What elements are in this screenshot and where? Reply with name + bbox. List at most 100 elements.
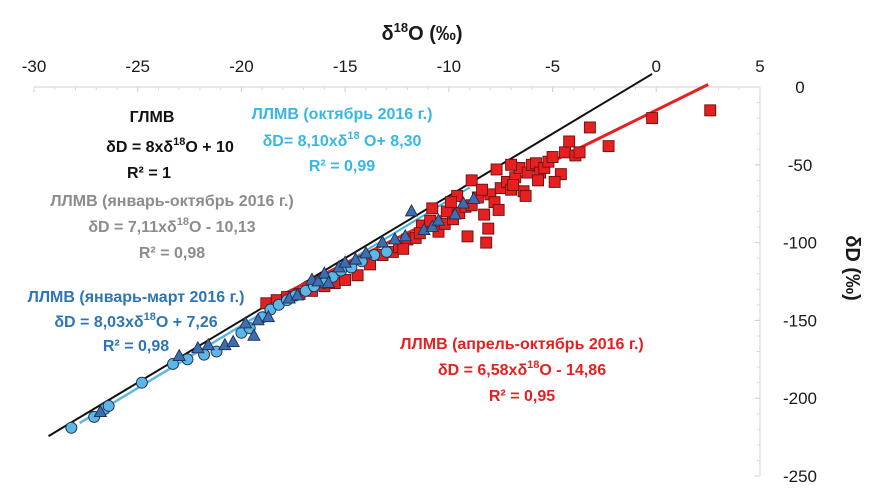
data-point-triangle [466, 191, 481, 204]
data-point-square [554, 168, 567, 181]
jan-oct-title: ЛЛМВ (январь-октябрь 2016 г.) [50, 193, 293, 210]
x-title-sup: 18 [394, 20, 408, 35]
data-point-square [573, 146, 586, 159]
y-tick-label: -200 [783, 389, 817, 408]
data-point-triangle [359, 245, 373, 259]
jan-oct-eq-sup: 18 [177, 216, 189, 228]
data-point-circle [102, 400, 115, 412]
data-point-square [563, 135, 576, 148]
data-point-triangle [251, 312, 265, 326]
annotation-apr-oct: ЛЛМВ (апрель-октябрь 2016 г.) δD = 6,58x… [400, 336, 643, 405]
data-point-square [465, 174, 478, 187]
data-point-circle [380, 245, 393, 258]
data-point-circle [65, 421, 78, 434]
x-tick-label: -20 [229, 57, 254, 76]
data-point-square [444, 196, 457, 209]
jan-mar-r2: R² = 0,98 [103, 338, 169, 355]
data-point-square [492, 203, 505, 216]
annotation-oct: ЛЛМВ (октябрь 2016 г.) δD= 8,10xδ18 O+ 8… [252, 106, 433, 175]
data-point-square [482, 222, 495, 235]
data-point-square [646, 112, 659, 125]
data-point-triangle [404, 203, 419, 217]
data-point-square [704, 104, 717, 117]
gmwl-equation: δD = 8xδ18O + 10 [106, 136, 234, 156]
data-point-triangle [226, 334, 240, 348]
data-point-triangle [172, 348, 186, 362]
data-point-circle [135, 376, 148, 389]
data-point-square [532, 174, 545, 187]
data-point-triangle [317, 266, 332, 279]
jan-oct-eq-b: O - 10,13 [189, 219, 256, 236]
data-point-triangle [456, 196, 471, 209]
data-point-triangle [238, 315, 253, 329]
jan-mar-equation: δD = 8,03xδ18O + 7,26 [54, 311, 217, 331]
data-point-square [478, 208, 491, 221]
apr-oct-equation: δD = 6,58xδ18O - 14,86 [438, 359, 606, 379]
data-point-triangle [375, 235, 390, 248]
y-tick-label: -50 [788, 156, 813, 175]
axes-group: -30 -25 -20 -15 -10 -5 0 50-50-100-150-200-250 [22, 57, 817, 486]
data-point-triangle [398, 228, 413, 242]
data-point-triangle [290, 287, 305, 301]
jan-oct-r2: R² = 0,98 [139, 245, 205, 262]
data-point-square [559, 146, 571, 159]
annotation-jan-mar: ЛЛМВ (январь-март 2016 г.) δD = 8,03xδ18… [28, 289, 245, 355]
data-point-square [548, 175, 561, 188]
data-points [65, 104, 717, 434]
data-point-square [546, 151, 559, 163]
data-point-triangle [431, 213, 446, 226]
y-tick-label: -150 [783, 311, 817, 330]
oct-title: ЛЛМВ (октябрь 2016 г.) [252, 106, 433, 123]
x-tick-label: -25 [125, 57, 150, 76]
data-point-triangle [348, 252, 363, 265]
x-tick-label: -15 [333, 57, 358, 76]
data-point-triangle [425, 219, 440, 232]
data-point-triangle [448, 207, 462, 220]
data-point-square [451, 189, 464, 202]
x-tick-label: -10 [437, 57, 462, 76]
data-point-triangle [388, 231, 402, 245]
data-point-square [583, 121, 596, 134]
data-point-square [397, 242, 410, 255]
data-point-square [476, 183, 488, 196]
x-tick-label: -5 [545, 57, 560, 76]
annotation-jan-oct: ЛЛМВ (январь-октябрь 2016 г.) δD = 7,11x… [50, 193, 293, 262]
data-point-square [519, 189, 532, 202]
data-point-square [461, 230, 474, 243]
x-tick-label: 5 [755, 57, 764, 76]
y-tick-label: -100 [783, 234, 817, 253]
data-point-square [505, 158, 518, 171]
x-tick-label: -30 [22, 57, 47, 76]
data-point-triangle [191, 340, 205, 354]
y-tick-label: -250 [783, 467, 817, 486]
jan-oct-eq-a: δD = 7,11xδ [88, 219, 177, 236]
x-title-delta: δ [381, 23, 393, 45]
data-point-triangle [93, 404, 108, 418]
data-point-square [480, 236, 493, 249]
data-point-triangle [338, 255, 352, 268]
data-point-triangle [321, 275, 336, 288]
x-title-rest: O (‰) [408, 23, 462, 45]
apr-oct-r2: R² = 0,95 [489, 388, 555, 405]
jan-oct-equation: δD = 7,11xδ18O - 10,13 [88, 216, 255, 236]
y-tick-label: 0 [795, 78, 804, 97]
data-point-triangle [247, 328, 261, 341]
data-point-circle [167, 358, 179, 370]
x-axis-title: δ18O (‰) [381, 20, 462, 45]
y-axis-title: δD (‰) [841, 235, 863, 300]
data-point-triangle [311, 273, 325, 287]
apr-oct-title: ЛЛМВ (апрель-октябрь 2016 г.) [400, 336, 643, 353]
data-point-square [351, 269, 364, 282]
data-point-square [507, 179, 520, 191]
oct-equation: δD= 8,10xδ18 O+ 8,30 [263, 130, 422, 150]
gmwl-r2: R² = 1 [127, 165, 171, 182]
trendline-gmwl [48, 73, 653, 438]
data-point-square [602, 140, 615, 153]
gmwl-title: ГЛМВ [130, 109, 175, 126]
annotation-gmwl: ГЛМВ δD = 8xδ18O + 10 R² = 1 [106, 109, 234, 182]
data-point-square [490, 163, 503, 176]
data-point-square [426, 202, 439, 215]
jan-mar-title: ЛЛМВ (январь-март 2016 г.) [28, 289, 245, 306]
oct-r2: R² = 0,99 [309, 158, 375, 175]
